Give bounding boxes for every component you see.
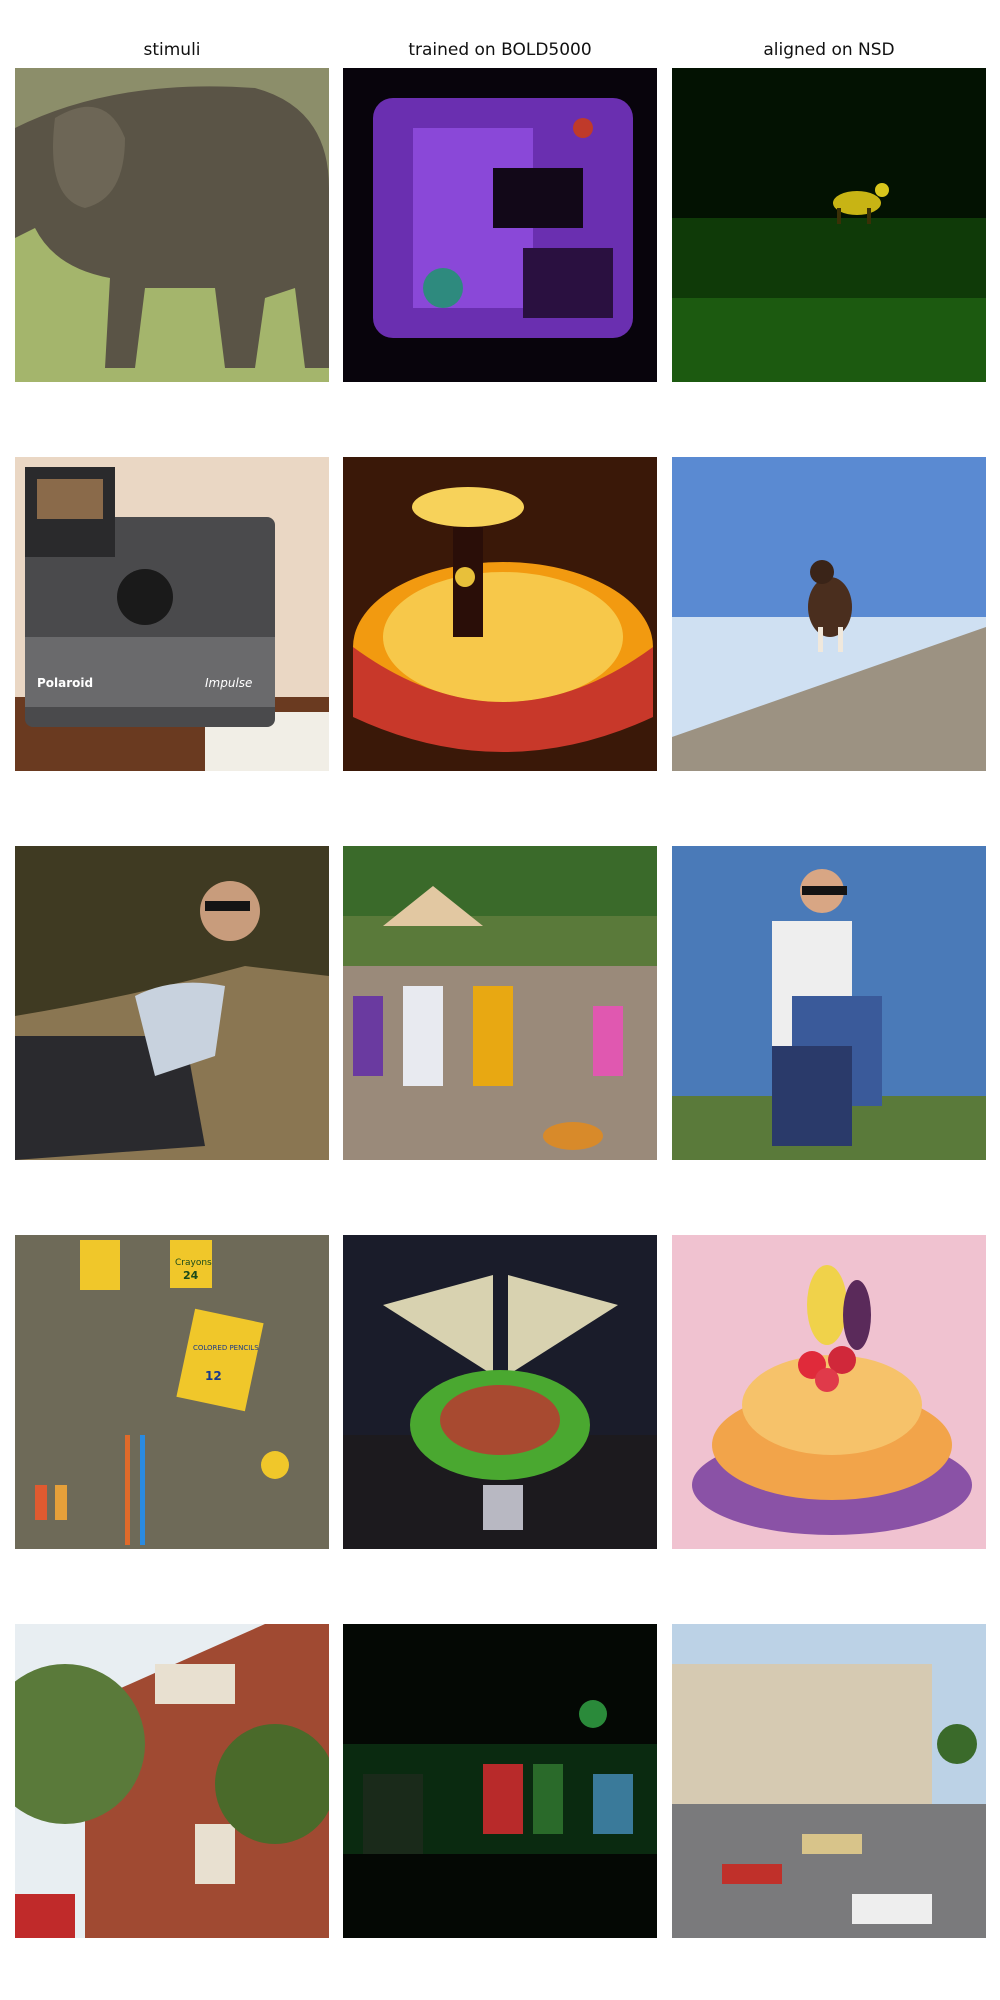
reconstruction-nsd-man-robot bbox=[672, 846, 986, 1160]
reconstruction-bold5000-glowing-table bbox=[343, 457, 657, 771]
column-header-bold5000: trained on BOLD5000 bbox=[408, 40, 592, 60]
colored-pencils-count: 12 bbox=[205, 1369, 222, 1383]
stimulus-image-man-phone bbox=[15, 846, 329, 1160]
crayon-box-label: Crayons bbox=[175, 1258, 212, 1268]
column-header-nsd: aligned on NSD bbox=[763, 40, 895, 60]
reconstruction-nsd-dog-hill bbox=[672, 457, 986, 771]
reconstruction-nsd-street-trams bbox=[672, 1624, 986, 1938]
camera-brand-text: Polaroid bbox=[37, 676, 93, 690]
reconstruction-bold5000-green-machine bbox=[343, 1235, 657, 1549]
camera-model-text: Impulse bbox=[205, 676, 252, 690]
stimulus-image-camera: Polaroid Impulse bbox=[15, 457, 329, 771]
column-header-stimuli: stimuli bbox=[143, 40, 201, 60]
reconstruction-bold5000-abstract bbox=[343, 68, 657, 382]
reconstruction-bold5000-dark-interior bbox=[343, 1624, 657, 1938]
crayon-box-count: 24 bbox=[183, 1269, 199, 1282]
stimulus-image-crayons: Crayons 24 COLORED PENCILS 12 bbox=[15, 1235, 329, 1549]
reconstruction-nsd-dog-field bbox=[672, 68, 986, 382]
stimulus-image-elephant bbox=[15, 68, 329, 382]
elephant-illustration bbox=[15, 68, 329, 382]
reconstruction-nsd-fruit-cake bbox=[672, 1235, 986, 1549]
colored-pencils-label: COLORED PENCILS bbox=[193, 1344, 259, 1352]
stimulus-image-brick-building bbox=[15, 1624, 329, 1938]
reconstruction-bold5000-market-crowd bbox=[343, 846, 657, 1160]
